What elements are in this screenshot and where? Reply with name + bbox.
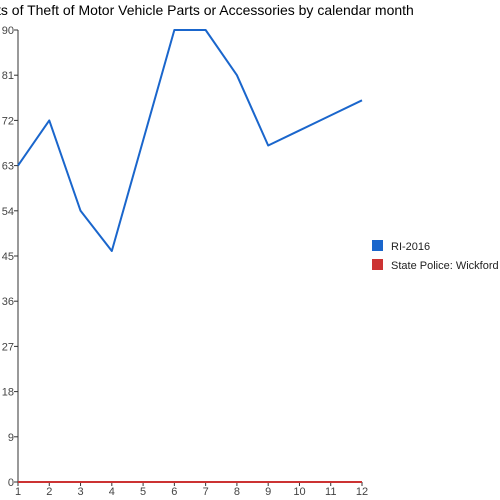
y-tick-label: 45 (2, 251, 14, 263)
x-tick-label: 6 (171, 486, 177, 498)
legend-label: RI-2016 (391, 241, 430, 253)
x-tick-label: 9 (265, 486, 271, 498)
chart-title: ts of Theft of Motor Vehicle Parts or Ac… (0, 2, 414, 18)
y-tick-label: 36 (2, 296, 14, 308)
y-tick-label: 0 (8, 477, 14, 489)
x-tick-labels: 1 2 3 4 5 6 7 8 9 10 11 12 (15, 486, 368, 498)
x-tick-label: 10 (293, 486, 305, 498)
series-lines (17, 29, 363, 483)
x-tick-label: 11 (325, 486, 336, 498)
series-line-1 (17, 29, 363, 252)
axes (14, 29, 363, 486)
x-tick-label: 4 (109, 486, 115, 498)
y-tick-label: 9 (8, 432, 14, 444)
x-tick-label: 1 (15, 486, 21, 498)
y-tick-label: 54 (2, 206, 14, 218)
y-tick-label: 27 (2, 341, 14, 353)
legend-swatch (372, 259, 383, 270)
x-tick-label: 7 (203, 486, 209, 498)
y-tick-label: 90 (2, 25, 14, 37)
x-tick-label: 8 (234, 486, 240, 498)
x-tick-label: 3 (77, 486, 83, 498)
y-tick-label: 18 (2, 387, 14, 399)
x-tick-label: 2 (46, 486, 52, 498)
y-tick-label: 63 (2, 161, 14, 173)
legend: RI-2016 State Police: Wickford (372, 240, 499, 272)
legend-swatch (372, 240, 383, 251)
y-tick-label: 72 (2, 115, 14, 127)
x-tick-label: 12 (356, 486, 368, 498)
y-tick-label: 81 (2, 70, 14, 82)
legend-label: State Police: Wickford (391, 260, 499, 272)
x-tick-label: 5 (140, 486, 146, 498)
y-tick-labels: 0 9 18 27 36 45 54 63 72 81 90 (2, 25, 14, 489)
